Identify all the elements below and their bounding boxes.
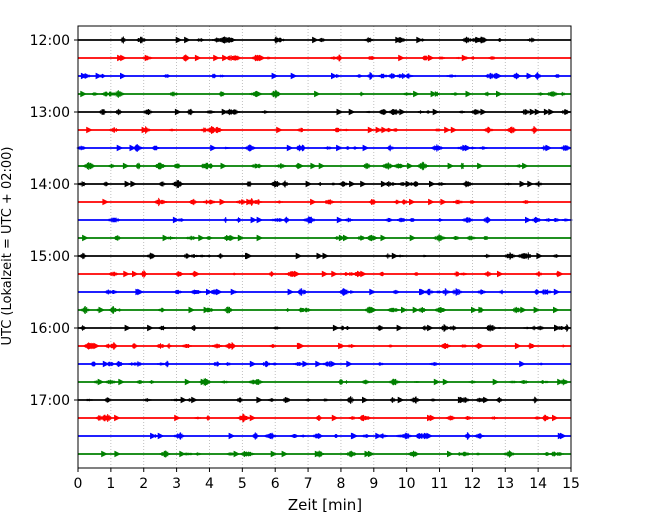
- trace-1315: [86, 126, 538, 134]
- trace-1515: [107, 270, 564, 278]
- y-tick-label: 17:00: [30, 393, 70, 409]
- trace-signal: [78, 72, 561, 80]
- trace-1215: [117, 54, 497, 62]
- trace-1200: [120, 36, 537, 44]
- trace-signal: [82, 234, 488, 242]
- trace-signal: [78, 252, 562, 260]
- trace-1330: [76, 144, 572, 152]
- x-tick-label: 4: [205, 476, 214, 492]
- x-tick-label: 12: [463, 476, 481, 492]
- trace-signal: [102, 197, 533, 207]
- trace-signal: [103, 288, 561, 296]
- trace-signal: [120, 36, 537, 44]
- x-tick-label: 2: [139, 476, 148, 492]
- x-tick-label: 14: [529, 476, 547, 492]
- trace-1230: [78, 72, 561, 80]
- trace-1245: [80, 90, 566, 98]
- trace-1700: [82, 396, 538, 404]
- trace-1730: [150, 432, 567, 440]
- trace-1300: [98, 108, 572, 116]
- trace-1400: [77, 180, 543, 188]
- trace-signal: [81, 161, 529, 171]
- trace-signal: [90, 360, 545, 368]
- trace-signal: [82, 342, 566, 350]
- trace-1600: [79, 324, 570, 332]
- trace-1430: [106, 216, 573, 224]
- x-tick-label: 8: [336, 476, 345, 492]
- trace-1445: [82, 234, 488, 242]
- trace-signal: [82, 396, 538, 404]
- x-tick-label: 11: [431, 476, 449, 492]
- trace-1345: [81, 161, 529, 171]
- y-axis-label: UTC (Lokalzeit = UTC + 02:00): [0, 147, 15, 346]
- y-tick-label: 13:00: [30, 105, 70, 121]
- x-axis: 0 1 2 3 4 5 6 7 8 9 10 11 12 13 14 15: [74, 468, 580, 492]
- trace-signal: [79, 324, 570, 332]
- y-tick-label: 16:00: [30, 321, 70, 337]
- y-tick-label: 14:00: [30, 177, 70, 193]
- trace-signal: [90, 378, 568, 386]
- trace-signal: [98, 108, 572, 116]
- trace-1645: [90, 378, 568, 386]
- x-tick-label: 10: [398, 476, 416, 492]
- x-tick-label: 6: [271, 476, 280, 492]
- y-tick-label: 15:00: [30, 249, 70, 265]
- trace-1715: [94, 413, 559, 423]
- trace-signal: [106, 216, 573, 224]
- x-tick-label: 3: [172, 476, 181, 492]
- trace-signal: [80, 90, 566, 98]
- trace-signal: [94, 413, 559, 423]
- trace-signal: [86, 126, 538, 134]
- plot-area: [76, 26, 573, 468]
- trace-signal: [107, 270, 564, 278]
- trace-1745: [101, 450, 566, 458]
- trace-1615: [82, 342, 566, 350]
- trace-signal: [76, 144, 572, 152]
- trace-1530: [103, 288, 561, 296]
- x-tick-label: 1: [106, 476, 115, 492]
- trace-signal: [79, 306, 560, 314]
- x-tick-label: 9: [369, 476, 378, 492]
- x-tick-label: 15: [562, 476, 580, 492]
- trace-1500: [78, 252, 562, 260]
- x-tick-label: 5: [238, 476, 247, 492]
- y-tick-label: 12:00: [30, 33, 70, 49]
- x-axis-label: Zeit [min]: [288, 496, 362, 514]
- y-axis: 12:00 13:00 14:00 15:00 16:00 17:00: [30, 33, 78, 409]
- trace-1415: [102, 197, 533, 207]
- trace-signal: [77, 180, 543, 188]
- trace-signal: [150, 432, 567, 440]
- plot-frame: [77, 25, 572, 469]
- trace-signal: [117, 54, 497, 62]
- trace-signal: [101, 450, 566, 458]
- x-tick-label: 0: [74, 476, 83, 492]
- trace-1630: [90, 360, 545, 368]
- x-tick-label: 7: [304, 476, 313, 492]
- trace-1545: [79, 306, 560, 314]
- x-tick-label: 13: [496, 476, 514, 492]
